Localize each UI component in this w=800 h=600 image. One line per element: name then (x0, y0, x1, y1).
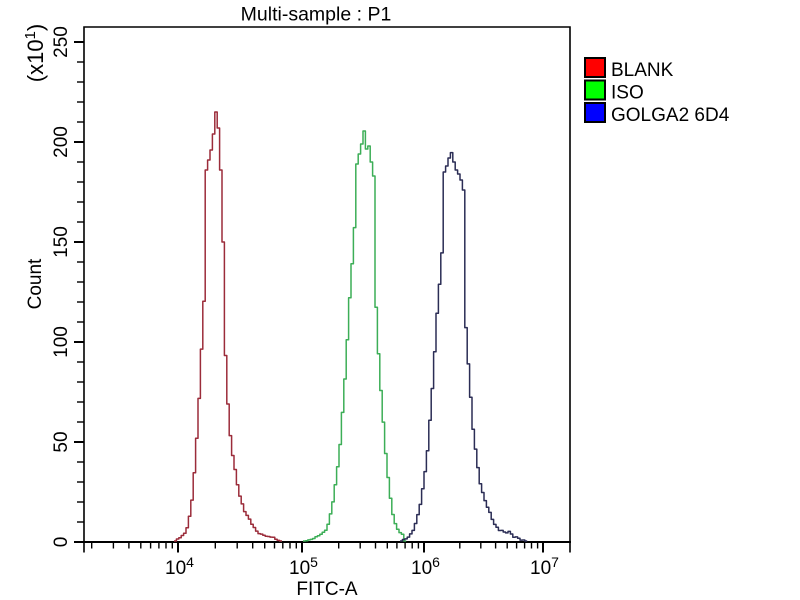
svg-text:GOLGA2 6D4: GOLGA2 6D4 (611, 105, 730, 126)
svg-text:Multi-sample : P1: Multi-sample : P1 (241, 4, 392, 26)
svg-text:ISO: ISO (611, 83, 644, 104)
svg-text:200: 200 (51, 126, 72, 158)
svg-text:100: 100 (51, 326, 72, 358)
svg-text:250: 250 (51, 26, 72, 58)
svg-text:Count: Count (25, 258, 46, 309)
svg-text:50: 50 (51, 431, 72, 452)
svg-text:150: 150 (51, 226, 72, 258)
svg-text:0: 0 (51, 537, 72, 548)
svg-text:BLANK: BLANK (611, 60, 674, 81)
svg-text:FITC-A: FITC-A (296, 579, 358, 600)
